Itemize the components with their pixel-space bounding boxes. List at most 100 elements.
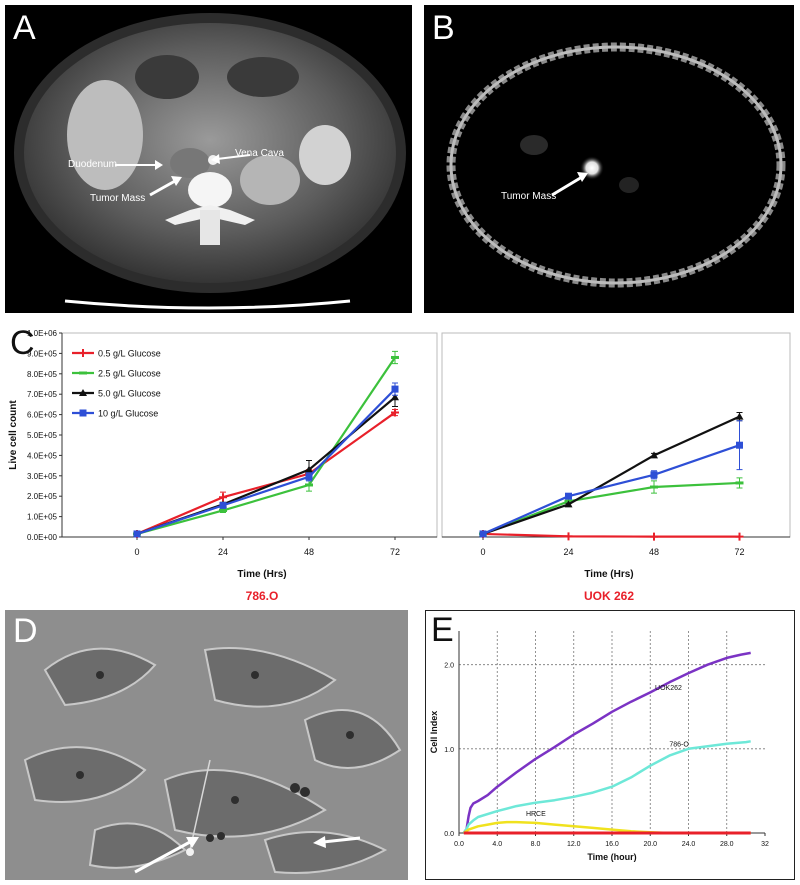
data-point xyxy=(564,532,573,541)
y-tick-label: 1.0 xyxy=(444,747,454,754)
x-tick-label: 24 xyxy=(218,547,228,557)
series-line xyxy=(482,532,740,538)
data-point xyxy=(391,393,399,401)
legend-marker xyxy=(79,349,87,357)
x-axis-title: Time (Hrs) xyxy=(584,569,633,580)
ct-annotation-arrows xyxy=(115,154,251,197)
label-tumor-mass-b: Tumor Mass xyxy=(501,191,557,202)
data-point xyxy=(735,412,744,420)
series-line xyxy=(136,396,396,535)
ct-scan-image xyxy=(14,13,406,310)
growth-plot-right: 0 24 48 72 Time (Hrs) UOK 262 xyxy=(441,332,791,603)
panel-letter-d: D xyxy=(13,612,38,650)
microscopy-image xyxy=(5,610,408,880)
y-tick-label: 2.0E+05 xyxy=(27,492,58,501)
x-tick-label: 0 xyxy=(480,547,485,557)
cell-line-caption: 786.O xyxy=(246,589,279,603)
x-tick-label: 48 xyxy=(649,547,659,557)
y-tick-label: 7.0E+05 xyxy=(27,390,58,399)
x-tick-label: 0.0 xyxy=(454,841,464,848)
data-point xyxy=(391,385,399,393)
cell-index-plot: 0.0 4.0 8.0 12.0 16.0 20.0 24.0 28.0 32 0.0 1.0 2.0… xyxy=(429,631,769,862)
plot-frame xyxy=(441,332,791,538)
y-axis-title: Live cell count xyxy=(8,400,19,470)
x-tick-label: 72 xyxy=(390,547,400,557)
y-tick-label: 9.0E+05 xyxy=(27,349,58,358)
series-line-hrce xyxy=(463,820,751,835)
growth-plot-left: 0.0E+00 1.0E+05 2.0E+05 3.0E+05 4.0E+05 5.0E+… xyxy=(8,329,438,603)
pet-scan-image xyxy=(446,42,786,288)
series-label: UOK262 xyxy=(655,685,682,692)
series-line-786-o xyxy=(462,740,751,834)
data-point xyxy=(650,532,658,541)
pet-scan-panel: B Tumor Mass xyxy=(424,5,794,313)
series-line xyxy=(482,444,740,535)
series-line xyxy=(136,356,396,536)
series-line xyxy=(482,481,740,535)
y-tick-label: 8.0E+05 xyxy=(27,370,58,379)
y-tick-label: 4.0E+05 xyxy=(27,451,58,460)
data-point xyxy=(133,530,141,538)
x-tick-label: 24 xyxy=(563,547,573,557)
x-axis-title: Time (Hrs) xyxy=(237,569,286,580)
legend-marker xyxy=(79,409,87,417)
x-tick-label: 0 xyxy=(134,547,139,557)
series-line xyxy=(136,388,396,535)
series-line xyxy=(482,415,740,535)
panel-letter-a: A xyxy=(13,9,36,47)
panel-letter-b: B xyxy=(432,9,455,47)
series-10-g-l-glucose xyxy=(133,382,399,538)
data-point xyxy=(391,408,399,417)
cell-index-chart: 0.0 4.0 8.0 12.0 16.0 20.0 24.0 28.0 32 0.0 1.0 2.0… xyxy=(429,631,769,862)
x-tick-label: 32 xyxy=(761,841,769,848)
x-tick-label: 48 xyxy=(304,547,314,557)
x-tick-label: 28.0 xyxy=(720,841,734,848)
y-tick-label: 3.0E+05 xyxy=(27,472,58,481)
cell-index-panel: E 0.0 4.0 8.0 12.0 16.0 20.0 24.0 28.0 32 0.0 1.0 2… xyxy=(425,610,795,880)
x-tick-label: 72 xyxy=(734,547,744,557)
x-tick-label: 12.0 xyxy=(567,841,581,848)
y-tick-label: 1.0E+06 xyxy=(27,329,58,338)
x-tick-label: 4.0 xyxy=(492,841,502,848)
microscopy-arrows xyxy=(134,836,361,874)
x-tick-label: 16.0 xyxy=(605,841,619,848)
series-label: 786-O xyxy=(669,741,689,748)
data-point xyxy=(305,465,313,473)
legend-label: 5.0 g/L Glucose xyxy=(98,389,161,399)
x-tick-label: 8.0 xyxy=(531,841,541,848)
legend: 0.5 g/L Glucose 2.5 g/L Glucose 5.0 g/L Gl… xyxy=(72,349,161,419)
microscopy-panel: D xyxy=(5,610,408,880)
data-point xyxy=(736,441,743,449)
y-tick-label: 0.0 xyxy=(444,831,454,838)
data-point xyxy=(650,451,658,459)
label-duodenum: Duodenum xyxy=(68,159,117,170)
ct-scan-panel: A Duodenum Vena Cava Tumor Mass xyxy=(5,5,412,313)
series-line-uok262 xyxy=(462,651,751,834)
label-vena-cava: Vena Cava xyxy=(235,148,284,159)
plot-frame xyxy=(61,332,438,538)
legend-label: 2.5 g/L Glucose xyxy=(98,369,161,379)
series-label: HRCE xyxy=(526,811,546,818)
x-tick-label: 24.0 xyxy=(682,841,696,848)
glucose-growth-chart: 0.0E+00 1.0E+05 2.0E+05 3.0E+05 4.0E+05 5.0E+… xyxy=(8,329,791,603)
legend-label: 10 g/L Glucose xyxy=(98,409,158,419)
data-point xyxy=(219,501,227,509)
series-10-g-l-glucose xyxy=(479,420,743,538)
growth-charts-panel: C 0.0E+00 1.0E+05 2.0E+05 3.0E+05 4.0E+05 5.0… xyxy=(0,320,800,610)
legend-marker xyxy=(79,389,87,396)
y-tick-label: 2.0 xyxy=(444,663,454,670)
data-point xyxy=(564,500,573,508)
x-axis-title: Time (hour) xyxy=(587,852,636,862)
data-point xyxy=(735,532,744,541)
y-tick-label: 0.0E+00 xyxy=(27,533,58,542)
series-0-5-g-l-glucose xyxy=(479,529,744,541)
legend-label: 0.5 g/L Glucose xyxy=(98,349,161,359)
series-line xyxy=(136,411,396,535)
y-axis-title: Cell Index xyxy=(429,711,439,754)
data-point xyxy=(565,492,572,500)
y-tick-label: 5.0E+05 xyxy=(27,431,58,440)
panel-letter-e: E xyxy=(431,611,454,649)
label-tumor-mass-a: Tumor Mass xyxy=(90,193,146,204)
cell-line-caption: UOK 262 xyxy=(584,589,634,603)
data-point xyxy=(479,530,487,538)
